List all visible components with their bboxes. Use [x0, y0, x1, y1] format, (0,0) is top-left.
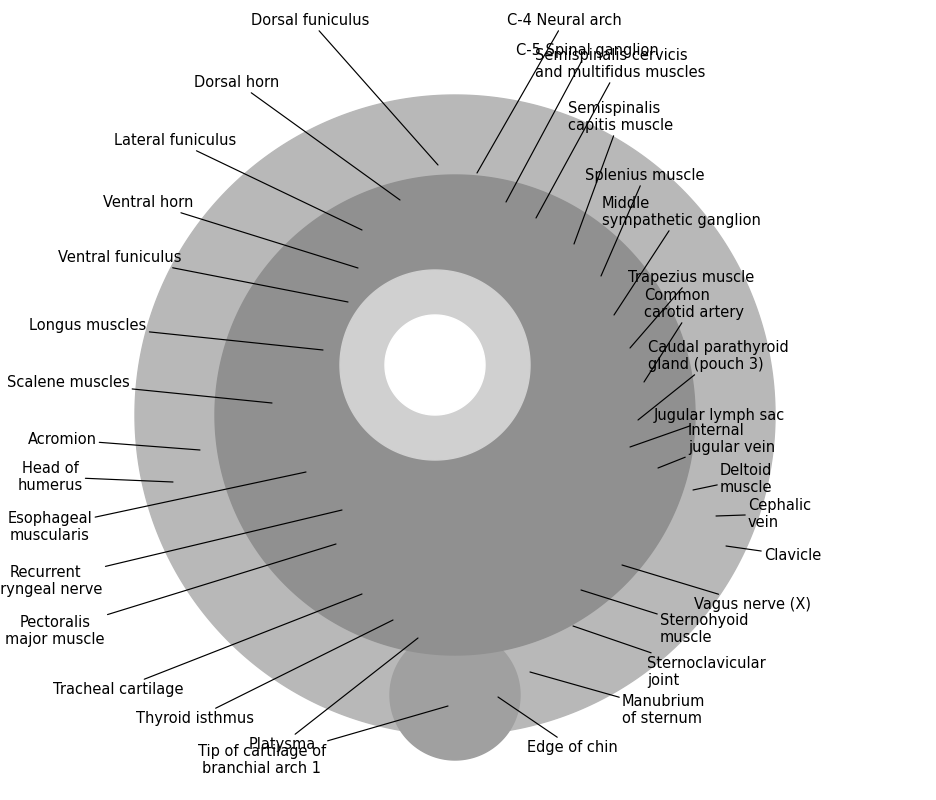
Text: Edge of chin: Edge of chin	[498, 697, 618, 755]
Text: Cephalic
vein: Cephalic vein	[716, 498, 812, 530]
Text: Deltoid
muscle: Deltoid muscle	[693, 462, 772, 495]
Text: Middle
sympathetic ganglion: Middle sympathetic ganglion	[602, 196, 761, 315]
Polygon shape	[215, 175, 695, 655]
Text: Tip of cartilage of
branchial arch 1: Tip of cartilage of branchial arch 1	[197, 706, 448, 776]
Polygon shape	[385, 315, 485, 415]
Text: C-5 Spinal ganglion: C-5 Spinal ganglion	[506, 43, 659, 202]
Text: Recurrent
laryngeal nerve: Recurrent laryngeal nerve	[0, 510, 342, 597]
Text: Tracheal cartilage: Tracheal cartilage	[52, 594, 362, 697]
Text: Head of
humerus: Head of humerus	[18, 461, 173, 493]
Text: Dorsal funiculus: Dorsal funiculus	[251, 13, 438, 165]
Text: Scalene muscles: Scalene muscles	[7, 375, 272, 403]
Text: Ventral funiculus: Ventral funiculus	[58, 250, 348, 302]
Text: Sternohyoid
muscle: Sternohyoid muscle	[581, 590, 749, 645]
Text: Acromion: Acromion	[27, 432, 200, 450]
Text: Sternoclavicular
joint: Sternoclavicular joint	[573, 626, 766, 688]
Text: Jugular lymph sac: Jugular lymph sac	[630, 408, 785, 447]
Text: Platysma: Platysma	[248, 638, 418, 752]
Text: Manubrium
of sternum: Manubrium of sternum	[530, 672, 706, 726]
Text: Vagus nerve (X): Vagus nerve (X)	[622, 565, 811, 612]
Text: Caudal parathyroid
gland (pouch 3): Caudal parathyroid gland (pouch 3)	[638, 339, 789, 420]
Polygon shape	[390, 630, 520, 760]
Text: Pectoralis
major muscle: Pectoralis major muscle	[6, 544, 336, 647]
Polygon shape	[135, 95, 775, 735]
Text: C-4 Neural arch: C-4 Neural arch	[477, 13, 622, 173]
Text: Dorsal horn: Dorsal horn	[195, 75, 400, 200]
Text: Trapezius muscle: Trapezius muscle	[628, 270, 754, 348]
Text: Clavicle: Clavicle	[726, 546, 821, 563]
Text: Common
carotid artery: Common carotid artery	[644, 288, 744, 382]
Text: Thyroid isthmus: Thyroid isthmus	[136, 620, 393, 726]
Text: Semispinalis cervicis
and multifidus muscles: Semispinalis cervicis and multifidus mus…	[535, 48, 706, 218]
Polygon shape	[340, 270, 530, 460]
Text: Longus muscles: Longus muscles	[29, 318, 323, 350]
Text: Ventral horn: Ventral horn	[103, 195, 358, 268]
Text: Lateral funiculus: Lateral funiculus	[114, 133, 362, 230]
Text: Internal
jugular vein: Internal jugular vein	[658, 422, 775, 468]
Text: Splenius muscle: Splenius muscle	[585, 168, 705, 276]
Text: Esophageal
muscularis: Esophageal muscularis	[7, 472, 306, 543]
Text: Semispinalis
capitis muscle: Semispinalis capitis muscle	[568, 101, 673, 244]
